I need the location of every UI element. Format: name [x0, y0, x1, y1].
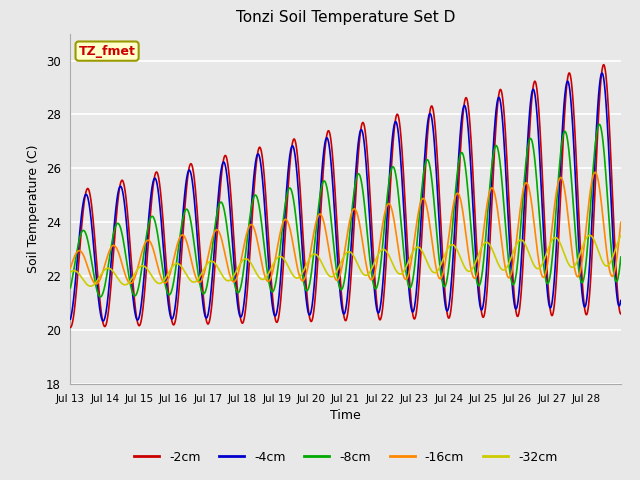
- Y-axis label: Soil Temperature (C): Soil Temperature (C): [27, 144, 40, 273]
- Text: TZ_fmet: TZ_fmet: [79, 45, 136, 58]
- Legend: -2cm, -4cm, -8cm, -16cm, -32cm: -2cm, -4cm, -8cm, -16cm, -32cm: [129, 446, 563, 469]
- Title: Tonzi Soil Temperature Set D: Tonzi Soil Temperature Set D: [236, 11, 455, 25]
- X-axis label: Time: Time: [330, 409, 361, 422]
